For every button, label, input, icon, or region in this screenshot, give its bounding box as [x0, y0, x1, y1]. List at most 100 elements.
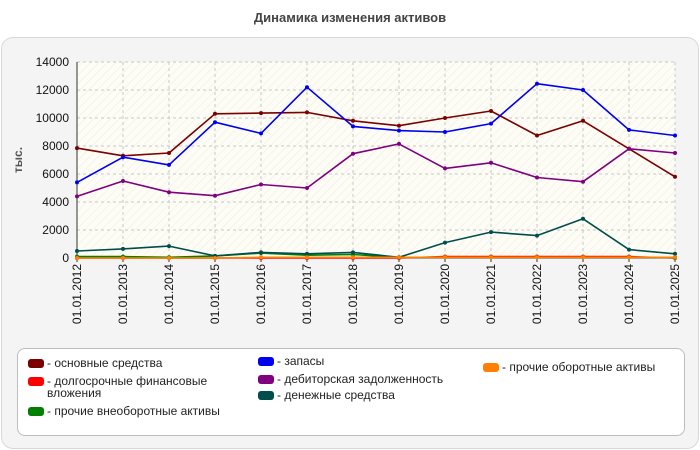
legend-label: - прочие внеоборотные активы [47, 404, 220, 418]
legend-swatch [28, 377, 44, 386]
x-tick-label: 01.01.2016 [254, 264, 268, 324]
y-tick-label: 8000 [42, 139, 69, 153]
x-tick-label: 01.01.2013 [116, 264, 130, 324]
x-tick-label: 01.01.2015 [208, 264, 222, 324]
data-point-4 [489, 160, 493, 165]
data-point-3 [673, 133, 677, 138]
data-point-6 [75, 256, 79, 260]
legend-label: - основные средства [47, 356, 163, 370]
x-tick-label: 01.01.2017 [300, 264, 314, 324]
data-point-6 [581, 255, 585, 260]
series-line-0 [76, 110, 676, 178]
data-point-4 [443, 166, 447, 171]
data-point-0 [443, 116, 447, 120]
data-point-5 [305, 251, 309, 256]
data-point-5 [167, 244, 171, 249]
legend-label: - запасы [277, 354, 325, 368]
data-point-4 [673, 151, 677, 155]
data-point-3 [75, 180, 79, 185]
y-tick-label: 2000 [42, 223, 69, 237]
data-point-5 [351, 250, 355, 255]
data-point-3 [121, 155, 125, 160]
data-point-5 [627, 247, 631, 252]
legend-item-receivables: - дебиторская задолженность [258, 373, 483, 385]
data-point-3 [443, 130, 447, 134]
x-tick-label: 01.01.2012 [70, 264, 84, 324]
data-point-5 [581, 216, 585, 221]
data-point-3 [489, 121, 493, 126]
data-point-0 [305, 110, 309, 115]
data-point-0 [75, 146, 79, 151]
legend-label: - прочие оборотные активы [502, 360, 656, 374]
x-tick-label: 01.01.2021 [484, 264, 498, 324]
plot-area-hatch [77, 62, 675, 258]
legend-swatch [258, 375, 274, 384]
y-tick-label: 0 [62, 251, 69, 265]
y-tick-label: 6000 [42, 167, 69, 181]
x-tick-label: 01.01.2019 [392, 264, 406, 324]
legend-label: - долгосрочные финансовые вложения [47, 374, 208, 400]
data-point-5 [489, 230, 493, 235]
data-point-6 [351, 255, 355, 260]
data-point-3 [351, 124, 355, 129]
data-point-3 [397, 128, 401, 133]
data-point-5 [259, 250, 263, 255]
data-point-3 [305, 85, 309, 90]
data-point-6 [121, 256, 125, 260]
data-point-6 [397, 255, 401, 260]
legend-item-other-current-assets: - прочие оборотные активы [483, 361, 683, 373]
data-point-6 [443, 255, 447, 260]
data-point-3 [581, 88, 585, 92]
line-chart: 0 2000 4000 6000 8000 10000 12000 14000 01.01.20… [11, 55, 682, 324]
x-tick-label: 01.01.2024 [622, 264, 636, 324]
data-point-4 [75, 194, 79, 199]
y-axis-label: тыс. [11, 147, 25, 173]
chart-legend: - основные средства - долгосрочные финан… [17, 348, 685, 436]
data-point-6 [627, 255, 631, 260]
x-tick-label: 01.01.2025 [668, 264, 682, 324]
legend-item-inventories: - запасы [258, 355, 468, 367]
x-tick-label: 01.01.2014 [162, 264, 176, 324]
legend-swatch [483, 363, 499, 372]
data-point-3 [167, 162, 171, 167]
data-point-0 [535, 133, 539, 138]
data-point-5 [673, 251, 677, 256]
legend-label: - денежные средства [277, 388, 395, 402]
data-point-0 [259, 111, 263, 116]
data-point-4 [535, 175, 539, 180]
data-point-6 [489, 255, 493, 260]
data-point-4 [213, 193, 217, 198]
data-point-0 [489, 109, 493, 113]
data-point-3 [213, 120, 217, 125]
data-point-0 [351, 118, 355, 123]
data-point-4 [167, 190, 171, 195]
data-point-6 [259, 255, 263, 260]
y-tick-label: 4000 [42, 195, 69, 209]
data-point-4 [627, 146, 631, 151]
legend-item-long-term-investments: - долгосрочные финансовые вложения [28, 375, 253, 399]
data-point-4 [581, 179, 585, 184]
data-point-6 [167, 256, 171, 260]
data-point-4 [259, 182, 263, 187]
y-tick-label: 10000 [36, 111, 70, 125]
legend-label: - дебиторская задолженность [277, 372, 444, 386]
data-point-6 [673, 255, 677, 260]
legend-item-cash: - денежные средства [258, 389, 468, 401]
x-tick-label: 01.01.2022 [530, 264, 544, 324]
data-point-4 [305, 186, 309, 190]
series-line-5 [76, 218, 676, 259]
chart-title: Динамика изменения активов [253, 10, 447, 25]
data-point-6 [213, 256, 217, 260]
data-point-0 [581, 118, 585, 123]
x-tick-label: 01.01.2020 [438, 264, 452, 324]
series-line-3 [76, 82, 676, 184]
data-point-3 [259, 131, 263, 136]
data-point-6 [305, 255, 309, 260]
data-point-5 [121, 246, 125, 251]
data-point-0 [213, 111, 217, 116]
data-point-0 [167, 151, 171, 155]
data-point-0 [673, 174, 677, 179]
legend-item-fixed-assets: - основные средства [28, 357, 248, 369]
data-point-0 [397, 123, 401, 128]
data-point-4 [397, 141, 401, 146]
